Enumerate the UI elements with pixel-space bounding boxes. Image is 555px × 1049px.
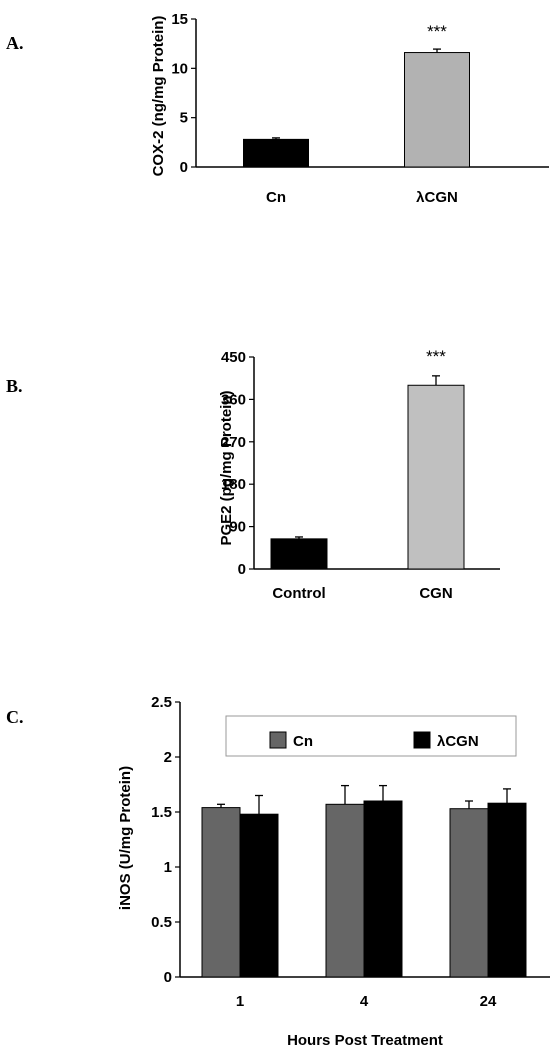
bar-cn bbox=[201, 807, 241, 978]
panel-a-bar-group: *** λCGN bbox=[404, 22, 470, 206]
category-label: 1 bbox=[236, 993, 244, 1010]
legend-label-cn: Cn bbox=[293, 733, 313, 750]
panel-b-y-tick: 90 bbox=[229, 519, 254, 536]
panel-c-y-tick: 0.5 bbox=[151, 914, 180, 931]
category-label: 4 bbox=[360, 993, 369, 1010]
bar-lambda-cgn bbox=[487, 802, 527, 978]
panel-a-bar-group: Cn bbox=[243, 137, 309, 206]
panel-c-x-axis-title: Hours Post Treatment bbox=[287, 1032, 443, 1049]
panel-a-y-tick-label: 5 bbox=[180, 110, 188, 127]
category-label-cgn: CGN bbox=[419, 585, 452, 602]
bar-cn bbox=[325, 803, 365, 978]
panel-b-y-tick: 0 bbox=[238, 561, 254, 578]
panel-c-y-tick-label: 0.5 bbox=[151, 914, 172, 931]
bar-lambda-cgn bbox=[239, 813, 279, 978]
panel-b-y-axis-title: PGE2 (pg/mg Protein) bbox=[218, 390, 235, 545]
bar-lambda-cgn bbox=[404, 52, 470, 168]
panel-c-category-group: 4 bbox=[325, 784, 403, 1010]
panel-b-y-tick: 180 bbox=[221, 476, 254, 493]
category-label-cn: Cn bbox=[266, 189, 286, 206]
significance-marker: *** bbox=[427, 22, 447, 41]
panel-c-category-group: 24 bbox=[449, 788, 527, 1010]
panel-b-bar-group: Control bbox=[270, 536, 328, 602]
panel-a-y-ticks: 0 5 10 15 bbox=[171, 11, 196, 176]
panel-c-y-tick: 0 bbox=[164, 969, 180, 986]
panel-c-y-tick: 1 bbox=[164, 859, 180, 876]
panel-b-y-tick-label: 0 bbox=[238, 561, 246, 578]
legend-swatch-lambda-cgn bbox=[413, 731, 431, 749]
panel-c-category-group: 1 bbox=[201, 794, 279, 1010]
panel-b-bars: Control *** CGN bbox=[270, 347, 465, 602]
panel-a-y-tick: 5 bbox=[180, 110, 196, 127]
panel-b-y-tick-label: 90 bbox=[229, 519, 246, 536]
panel-a-y-tick-label: 10 bbox=[171, 60, 188, 77]
category-label-control: Control bbox=[272, 585, 325, 602]
legend-label-lambda-cgn: λCGN bbox=[437, 733, 479, 750]
panel-c-y-axis-title: iNOS (U/mg Protein) bbox=[117, 766, 134, 910]
panel-c-y-tick-label: 1.5 bbox=[151, 804, 172, 821]
panel-c-y-tick: 2.5 bbox=[151, 694, 180, 711]
panel-c-y-tick: 2 bbox=[164, 749, 180, 766]
panel-c-legend: Cn λCGN bbox=[225, 715, 517, 757]
panel-c-inos-chart: C. iNOS (U/mg Protein) 0 0.5 1 1.5 bbox=[6, 694, 550, 1049]
bar-control bbox=[270, 538, 328, 570]
panel-a-label: A. bbox=[6, 33, 24, 53]
panel-b-y-ticks: 0 90 180 270 360 450 bbox=[221, 349, 254, 578]
panel-b-y-tick-label: 360 bbox=[221, 391, 246, 408]
panel-a-y-axis-title: COX-2 (ng/mg Protein) bbox=[150, 16, 167, 177]
panel-b-y-tick: 450 bbox=[221, 349, 254, 366]
panel-c-y-tick-label: 0 bbox=[164, 969, 172, 986]
panel-b-y-tick: 360 bbox=[221, 391, 254, 408]
legend-swatch-cn bbox=[269, 731, 287, 749]
bar-cgn bbox=[407, 384, 465, 570]
panel-b-bar-group: *** CGN bbox=[407, 347, 465, 602]
bar-lambda-cgn bbox=[363, 800, 403, 978]
panel-b-pge2-chart: B. PGE2 (pg/mg Protein) 0 90 180 270 bbox=[6, 347, 500, 602]
bar-cn bbox=[243, 138, 309, 168]
panel-a-y-tick: 10 bbox=[171, 60, 196, 77]
panel-b-y-tick-label: 270 bbox=[221, 434, 246, 451]
panel-a-cox2-chart: A. COX-2 (ng/mg Protein) 0 5 10 15 bbox=[6, 11, 549, 206]
panel-c-y-ticks: 0 0.5 1 1.5 2 2.5 bbox=[151, 694, 180, 986]
panel-c-y-tick-label: 2.5 bbox=[151, 694, 172, 711]
panel-a-y-tick: 15 bbox=[171, 11, 196, 28]
bar-cn bbox=[449, 808, 489, 978]
panel-c-y-tick: 1.5 bbox=[151, 804, 180, 821]
panel-b-y-tick-label: 450 bbox=[221, 349, 246, 366]
category-label: 24 bbox=[480, 993, 497, 1010]
panel-b-y-tick: 270 bbox=[221, 434, 254, 451]
panel-a-y-tick-label: 0 bbox=[180, 159, 188, 176]
panel-c-label: C. bbox=[6, 707, 24, 727]
panel-c-y-tick-label: 1 bbox=[164, 859, 172, 876]
significance-marker: *** bbox=[426, 347, 446, 366]
panel-a-y-tick: 0 bbox=[180, 159, 196, 176]
panel-c-y-tick-label: 2 bbox=[164, 749, 172, 766]
panel-b-label: B. bbox=[6, 376, 23, 396]
panel-c-bars: 1 4 24 bbox=[201, 784, 527, 1010]
panel-a-bars: Cn *** λCGN bbox=[243, 22, 470, 206]
panel-a-y-tick-label: 15 bbox=[171, 11, 188, 28]
category-label-lambda-cgn: λCGN bbox=[416, 189, 458, 206]
panel-b-y-tick-label: 180 bbox=[221, 476, 246, 493]
